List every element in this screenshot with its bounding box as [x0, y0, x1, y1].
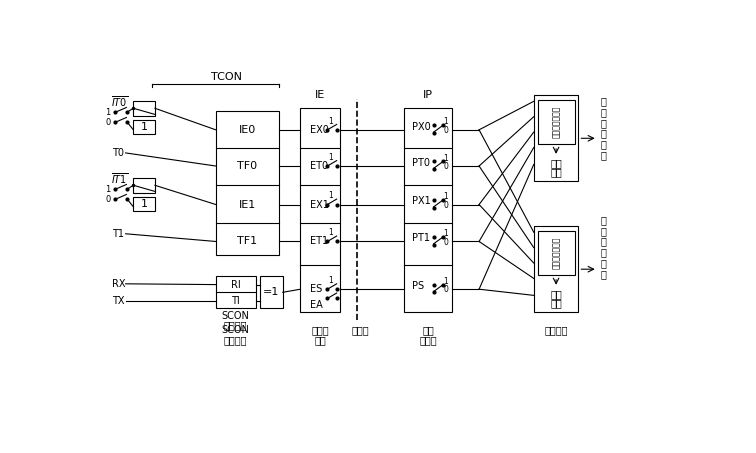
Text: T0: T0 [112, 148, 124, 158]
Text: 中断源: 中断源 [311, 325, 330, 335]
Text: RX: RX [112, 279, 125, 289]
Text: 级: 级 [600, 226, 606, 236]
Text: PT1: PT1 [412, 233, 430, 243]
Text: 1: 1 [328, 276, 333, 285]
Text: 地址: 地址 [550, 298, 562, 308]
Bar [534, 95, 578, 181]
Text: $\overline{IT0}$: $\overline{IT0}$ [111, 94, 128, 109]
Bar [538, 100, 575, 145]
Text: SCON: SCON [222, 311, 249, 321]
Text: TF1: TF1 [237, 236, 257, 246]
Text: $\overline{IT1}$: $\overline{IT1}$ [111, 171, 128, 186]
Bar [538, 231, 575, 275]
Text: IE0: IE0 [239, 125, 256, 135]
Text: 请: 请 [600, 258, 606, 268]
Text: TX: TX [112, 296, 124, 306]
Text: 允许: 允许 [314, 335, 327, 345]
Text: 1: 1 [444, 117, 448, 126]
Text: 0: 0 [444, 285, 448, 294]
Text: SCON: SCON [222, 325, 249, 335]
Text: 優先級判斷邏輯: 優先級判斷邏輯 [552, 237, 561, 269]
Bar [404, 108, 452, 312]
Text: TCON: TCON [212, 72, 243, 82]
Text: 求: 求 [600, 150, 606, 160]
Text: PX0: PX0 [412, 122, 431, 132]
Text: EA: EA [310, 299, 323, 309]
Text: 请: 请 [600, 140, 606, 149]
Text: 低: 低 [600, 215, 606, 225]
Bar [300, 108, 340, 312]
Text: 0: 0 [105, 118, 110, 127]
Text: 中断标志: 中断标志 [224, 320, 247, 330]
Bar [215, 111, 279, 255]
Text: 1: 1 [105, 108, 110, 116]
Text: 中断: 中断 [423, 325, 434, 335]
Text: 0: 0 [444, 162, 448, 171]
Bar [133, 178, 155, 193]
Text: 1: 1 [328, 191, 333, 200]
Text: 1: 1 [328, 228, 333, 237]
Text: 1: 1 [444, 154, 448, 163]
Text: 1: 1 [141, 199, 147, 209]
Text: 高: 高 [600, 96, 606, 106]
Text: TF0: TF0 [237, 161, 257, 171]
Bar [215, 276, 256, 308]
Text: 優先級判斷邏輯: 優先級判斷邏輯 [552, 106, 561, 138]
Text: 1: 1 [328, 153, 333, 162]
Text: =1: =1 [263, 287, 280, 297]
Text: IE1: IE1 [239, 199, 256, 209]
Text: PT0: PT0 [412, 158, 430, 168]
Text: 总允许: 总允许 [352, 325, 370, 335]
Text: RI: RI [231, 280, 240, 289]
Text: 1: 1 [141, 122, 147, 132]
Text: ET0: ET0 [310, 161, 328, 171]
Bar [534, 226, 578, 312]
Text: 矢量: 矢量 [550, 158, 562, 168]
Bar [133, 101, 155, 116]
Text: ET1: ET1 [310, 236, 328, 246]
Text: 求: 求 [600, 269, 606, 279]
Text: 硬件查询: 硬件查询 [544, 325, 568, 335]
Bar [133, 197, 155, 211]
Text: 0: 0 [444, 201, 448, 210]
Text: 中: 中 [600, 118, 606, 128]
Text: 0: 0 [444, 126, 448, 135]
Text: 中断标志: 中断标志 [224, 335, 247, 345]
Text: 1: 1 [105, 185, 110, 193]
Text: 矢量: 矢量 [550, 289, 562, 299]
Text: 断: 断 [600, 129, 606, 139]
Text: PX1: PX1 [412, 197, 431, 207]
Text: IE: IE [315, 90, 326, 100]
Text: PS: PS [412, 281, 424, 291]
Text: 级: 级 [600, 107, 606, 117]
Text: 优先级: 优先级 [420, 335, 437, 345]
Text: 地址: 地址 [550, 167, 562, 177]
Text: TI: TI [231, 296, 240, 306]
Text: 断: 断 [600, 247, 606, 257]
Text: 1: 1 [444, 277, 448, 286]
Text: 中: 中 [600, 236, 606, 246]
Text: EX1: EX1 [310, 199, 329, 209]
Text: 1: 1 [444, 192, 448, 201]
Bar [259, 276, 283, 308]
Text: 0: 0 [444, 237, 448, 246]
Text: T1: T1 [112, 229, 124, 239]
Text: 1: 1 [328, 117, 333, 125]
Text: IP: IP [423, 90, 433, 100]
Text: EX0: EX0 [310, 125, 329, 135]
Text: 1: 1 [444, 229, 448, 238]
Text: ES: ES [310, 284, 322, 294]
Bar [133, 120, 155, 134]
Text: 0: 0 [105, 195, 110, 203]
